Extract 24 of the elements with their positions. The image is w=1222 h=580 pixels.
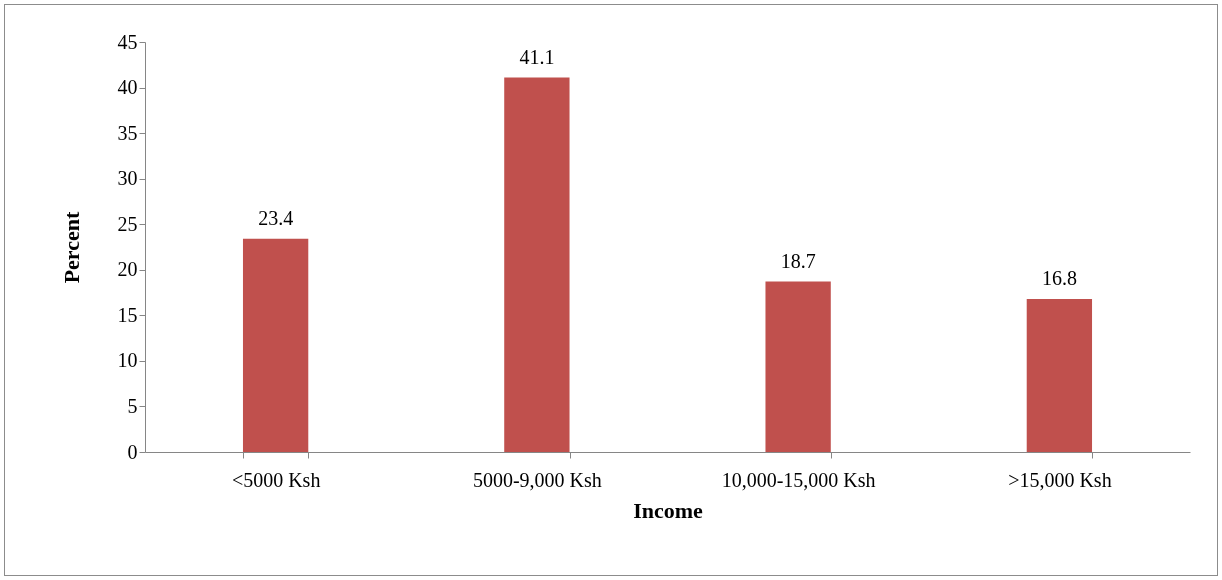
data-label: 23.4 (258, 206, 294, 229)
y-tick-label: 15 (117, 303, 138, 326)
y-tick-label: 20 (117, 258, 138, 281)
y-tick-label: 30 (117, 167, 138, 190)
y-tick-label: 5 (127, 394, 138, 417)
y-axis-title: Percent (58, 211, 84, 284)
x-axis-title: Income (633, 497, 704, 523)
y-tick-label: 40 (117, 76, 138, 99)
x-tick-label: 10,000-15,000 Ksh (721, 468, 876, 491)
y-tick-label: 10 (117, 349, 138, 372)
x-tick-label: >15,000 Ksh (1008, 468, 1112, 491)
bar (504, 77, 570, 452)
y-tick-label: 35 (117, 121, 138, 144)
bar (765, 281, 831, 452)
y-tick-label: 25 (117, 212, 138, 235)
data-label: 41.1 (519, 45, 555, 68)
bar (1026, 298, 1093, 452)
data-label: 16.8 (1041, 266, 1077, 289)
bar (242, 238, 309, 452)
y-tick-label: 0 (127, 440, 138, 463)
data-label: 18.7 (780, 249, 816, 272)
x-tick-label: <5000 Ksh (231, 468, 321, 491)
y-tick-label: 45 (117, 30, 138, 53)
x-tick-label: 5000-9,000 Ksh (472, 468, 602, 491)
